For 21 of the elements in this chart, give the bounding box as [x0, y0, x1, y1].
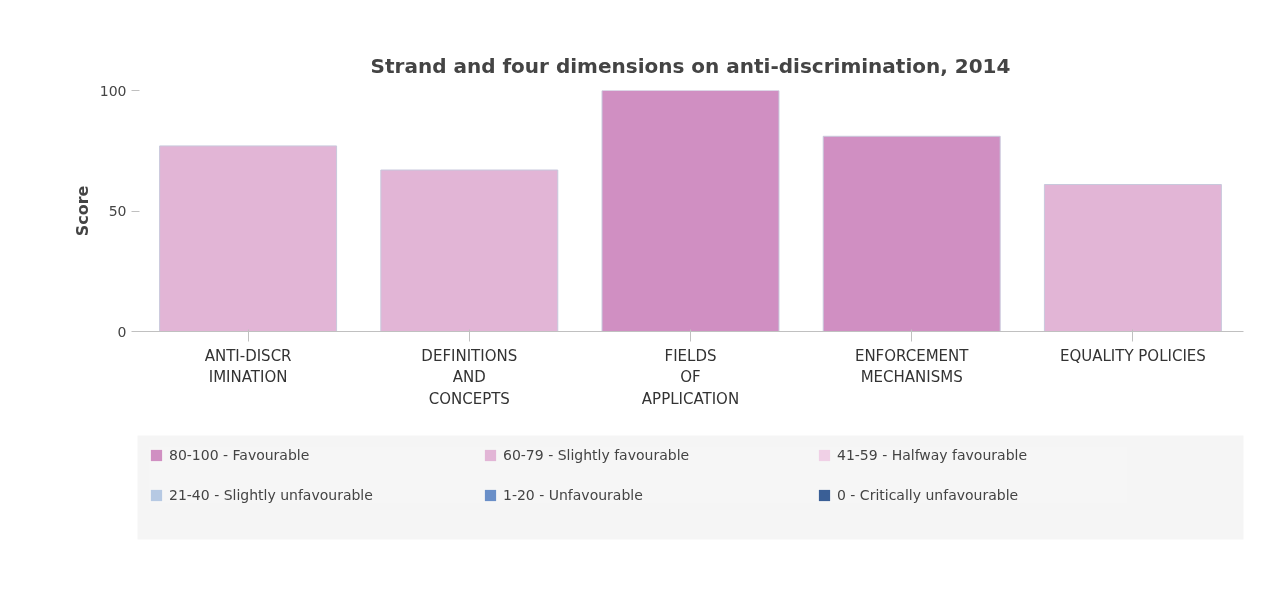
legend-label: 1-20 - Unfavourable [503, 487, 644, 503]
y-tick-label: 50 [108, 203, 127, 219]
legend-label: 0 - Critically unfavourable [837, 487, 1020, 503]
legend-label: 21-40 - Slightly unfavourable [169, 487, 374, 503]
x-tick-label: FIELDS OF APPLICATION [641, 346, 740, 408]
x-tick-label: ANTI-DISCR IMINATION [204, 346, 292, 387]
legend-label: 41-59 - Halfway favourable [837, 447, 1029, 463]
bar [380, 169, 559, 332]
x-tick-label: DEFINITIONS AND CONCEPTS [421, 346, 518, 408]
bar [159, 145, 338, 332]
bar [822, 135, 1001, 332]
x-tick-label: ENFORCEMENT MECHANISMS [854, 346, 970, 387]
y-axis-title: Score [72, 185, 92, 237]
x-tick-label: EQUALITY POLICIES [1059, 346, 1206, 365]
bar [601, 90, 780, 332]
y-tick-label: 0 [117, 323, 127, 340]
legend-label: 60-79 - Slightly favourable [503, 447, 691, 463]
chart-title: Strand and four dimensions on anti-discrimination, 2014 [370, 54, 1011, 78]
y-tick-label: 100 [99, 82, 127, 99]
legend-label: 80-100 - Favourable [169, 447, 311, 463]
bar [1043, 183, 1222, 332]
